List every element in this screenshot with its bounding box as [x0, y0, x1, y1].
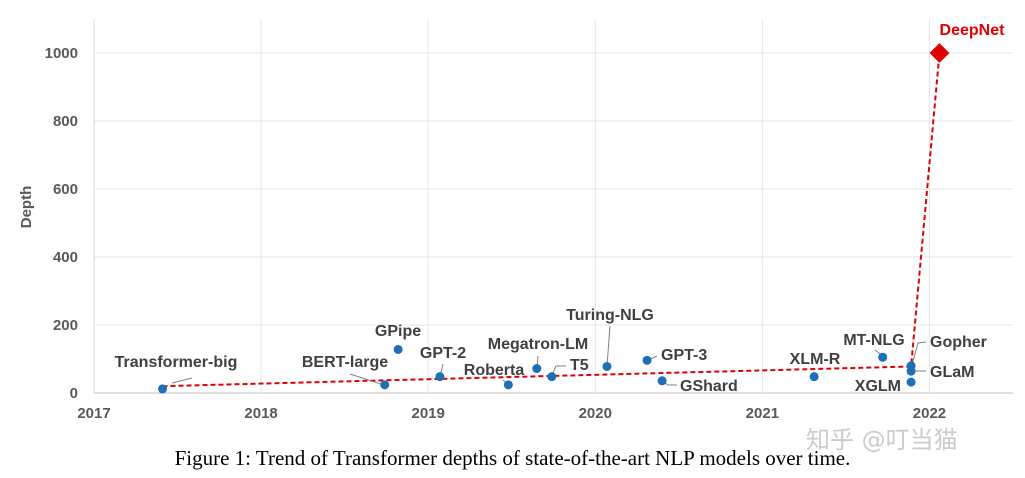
- data-label: GPipe: [375, 323, 421, 340]
- y-tick-label: 800: [53, 113, 78, 130]
- x-tick-label: 2022: [913, 405, 946, 422]
- figure-caption: Figure 1: Trend of Transformer depths of…: [174, 446, 851, 470]
- y-tick-label: 0: [70, 385, 78, 402]
- data-label: T5: [570, 357, 589, 374]
- y-tick-label: 1000: [45, 45, 78, 62]
- y-tick-label: 400: [53, 249, 78, 266]
- data-label: Gopher: [930, 334, 987, 351]
- leader-line: [171, 377, 193, 384]
- depth-chart: 0 200 400 600 800 1000 2017 2018 2019 2020 2021 202…: [18, 19, 1013, 422]
- leader-line: [349, 373, 385, 386]
- data-point: [547, 372, 557, 382]
- data-point: [158, 384, 168, 394]
- x-tick-label: 2021: [746, 405, 779, 422]
- data-label: DeepNet: [940, 22, 1006, 39]
- data-label: XLM-R: [790, 351, 841, 368]
- x-tick-label: 2019: [411, 405, 444, 422]
- data-point: [602, 361, 612, 371]
- data-point: [657, 376, 667, 386]
- data-point: [906, 366, 916, 376]
- data-point-deepnet: [929, 43, 950, 63]
- data-point: [503, 380, 513, 390]
- data-point: [642, 355, 652, 365]
- data-label: GShard: [680, 378, 738, 395]
- data-label: Roberta: [464, 362, 525, 379]
- y-axis-label: Depth: [18, 186, 35, 229]
- data-label: MT-NLG: [843, 332, 904, 349]
- data-point: [393, 344, 403, 354]
- leader-line: [911, 341, 927, 366]
- data-label: GLaM: [930, 364, 974, 381]
- data-label: GPT-3: [661, 347, 707, 364]
- leader-line: [606, 325, 611, 367]
- x-tick-label: 2018: [244, 405, 277, 422]
- data-point: [906, 377, 916, 387]
- data-label: Transformer-big: [115, 354, 238, 371]
- data-label: BERT-large: [302, 354, 388, 371]
- y-tick-label: 200: [53, 317, 78, 334]
- data-label: Megatron-LM: [488, 336, 588, 353]
- data-label: GPT-2: [420, 345, 466, 362]
- watermark: 知乎 @叮当猫: [806, 426, 958, 454]
- data-point: [532, 364, 542, 374]
- data-point: [878, 352, 888, 362]
- data-point: [435, 372, 445, 382]
- data-label: XGLM: [855, 378, 901, 395]
- data-point: [380, 380, 390, 390]
- y-tick-label: 600: [53, 181, 78, 198]
- x-tick-label: 2017: [77, 405, 110, 422]
- data-point: [809, 372, 819, 382]
- data-label: Turing-NLG: [566, 307, 654, 324]
- x-tick-label: 2020: [579, 405, 612, 422]
